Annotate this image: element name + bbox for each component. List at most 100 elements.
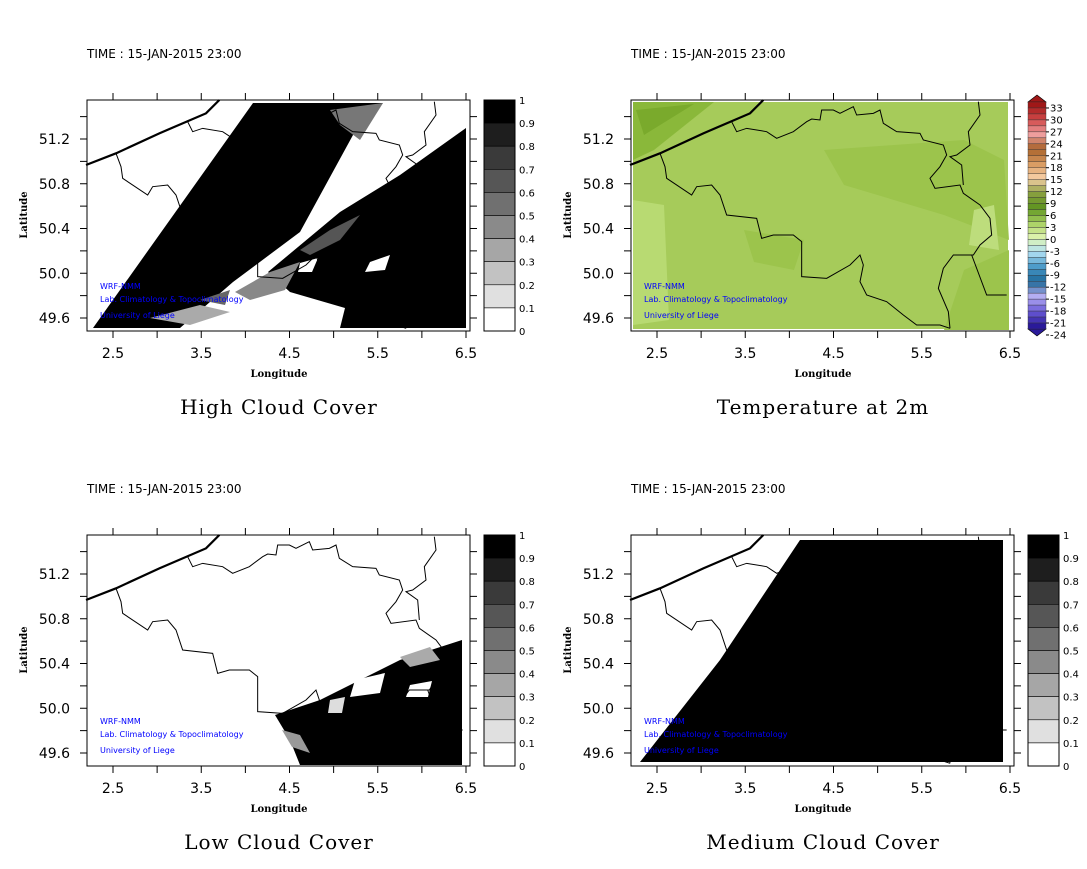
country-border <box>660 588 950 763</box>
cloud-region <box>298 258 318 272</box>
time-label: TIME : 15-JAN-2015 23:00 <box>630 482 786 496</box>
colorbar-label: 0.4 <box>519 670 535 681</box>
credit-text: University of Liege <box>100 311 175 320</box>
colorbar-frame <box>483 534 516 767</box>
colorbar-bin <box>483 604 516 628</box>
map-borders <box>630 100 1007 328</box>
colorbar-bin <box>1027 627 1060 651</box>
colorbar-bin <box>1027 143 1047 150</box>
colorbar-label: 0.3 <box>519 693 535 704</box>
colorbar-label: 18 <box>1050 163 1063 174</box>
y-tick-label: 51.2 <box>583 567 614 583</box>
plot-frame <box>630 534 1015 767</box>
credit-text: Lab. Climatology & Topoclimatology <box>644 295 788 304</box>
country-border <box>188 107 448 329</box>
country-border <box>950 102 980 185</box>
y-tick-label: 49.6 <box>583 746 614 762</box>
panel-title: High Cloud Cover <box>180 395 378 419</box>
coastline <box>86 535 219 600</box>
temperature-contour <box>744 230 804 270</box>
y-tick-label: 50.4 <box>583 222 614 238</box>
x-tick-label: 3.5 <box>190 781 212 797</box>
colorbar-bin <box>1027 197 1047 204</box>
country-border <box>732 107 992 329</box>
colorbar-bin <box>1027 304 1047 312</box>
colorbar-bin <box>1027 696 1060 721</box>
colorbar-frame <box>483 99 516 332</box>
cloud-region <box>365 255 390 272</box>
plot-frame <box>86 534 471 767</box>
country-border <box>950 537 980 620</box>
credit-text: University of Liege <box>644 311 719 320</box>
y-axis-label: Latitude <box>563 191 574 238</box>
cloud-region <box>93 103 383 328</box>
x-tick-label: 2.5 <box>646 781 668 797</box>
colorbar-label: -9 <box>1050 271 1060 282</box>
colorbar-bin <box>1027 125 1047 133</box>
colorbar-bin <box>1027 245 1047 252</box>
country-border <box>116 588 406 763</box>
time-label: TIME : 15-JAN-2015 23:00 <box>630 47 786 61</box>
colorbar-bin <box>1027 322 1047 330</box>
colorbar-bin <box>1027 557 1060 582</box>
x-tick-label: 4.5 <box>822 346 844 362</box>
x-tick-label: 6.5 <box>999 781 1021 797</box>
plot-frame <box>630 99 1015 332</box>
x-tick-label: 6.5 <box>455 781 477 797</box>
colorbar-min-triangle <box>1027 328 1047 337</box>
colorbar-label: 0.2 <box>519 281 535 292</box>
colorbar-bin <box>483 169 516 193</box>
colorbar-label: -3 <box>1050 247 1060 258</box>
time-label: TIME : 15-JAN-2015 23:00 <box>86 482 242 496</box>
colorbar-label: 0.5 <box>519 212 535 223</box>
colorbar-label: 1 <box>519 531 525 542</box>
colorbar-label: -15 <box>1050 295 1066 306</box>
credit-text: University of Liege <box>644 746 719 755</box>
colorbar-frame <box>1027 534 1060 767</box>
country-border <box>188 542 448 764</box>
map-panel-medium-cloud: TIME : 15-JAN-2015 23:00 WRF-NMM Lab. Clim… <box>563 482 1079 854</box>
colorbar-label: 0.2 <box>519 716 535 727</box>
colorbar-label: 0.5 <box>519 647 535 658</box>
colorbar-bin <box>1027 113 1047 121</box>
y-tick-label: 49.6 <box>583 311 614 327</box>
country-border <box>406 102 436 185</box>
colorbar: 1 0.9 0.8 0.7 0.6 0.5 0.4 0.3 0.2 0.1 0 <box>483 531 535 773</box>
colorbar-bin <box>483 307 516 332</box>
colorbar-bin <box>483 719 516 744</box>
colorbar-bin <box>1027 107 1047 115</box>
colorbar: 33302724211815129630-3-6-9-12-15-18-21-2… <box>1027 94 1066 341</box>
colorbar-bin <box>1027 149 1047 156</box>
colorbar-label: 0.9 <box>519 554 535 565</box>
x-tick-label: 4.5 <box>278 346 300 362</box>
coastline <box>86 100 219 165</box>
colorbar-label: 6 <box>1050 211 1056 222</box>
credit-text: Lab. Climatology & Topoclimatology <box>100 295 244 304</box>
colorbar-bin <box>1027 239 1047 246</box>
colorbar-bin <box>1027 137 1047 145</box>
credit-text: WRF-NMM <box>100 717 141 726</box>
colorbar-label: 12 <box>1050 187 1063 198</box>
cloud-region <box>150 305 230 325</box>
colorbar-bin <box>1027 221 1047 228</box>
colorbar-bin <box>1027 310 1047 318</box>
colorbar-label: 0.4 <box>1063 670 1079 681</box>
credit-text: Lab. Climatology & Topoclimatology <box>100 730 244 739</box>
x-axis-label: Longitude <box>794 369 851 380</box>
colorbar-max-triangle <box>1027 94 1047 103</box>
colorbar-bin <box>1027 673 1060 698</box>
x-tick-label: 4.5 <box>822 781 844 797</box>
colorbar-label: 9 <box>1050 199 1056 210</box>
colorbar: 1 0.9 0.8 0.7 0.6 0.5 0.4 0.3 0.2 0.1 0 <box>483 96 535 338</box>
map-panel-low-cloud: TIME : 15-JAN-2015 23:00 WRF-NMM Lab. Clim… <box>19 482 535 854</box>
y-tick-label: 50.8 <box>583 612 614 628</box>
credit-text: WRF-NMM <box>644 717 685 726</box>
coastline <box>630 535 763 600</box>
colorbar-label: 0.1 <box>519 304 535 315</box>
colorbar-label: 0.1 <box>519 739 535 750</box>
x-tick-label: 2.5 <box>102 346 124 362</box>
colorbar-label: 0 <box>519 762 525 773</box>
colorbar-bin <box>1027 209 1047 216</box>
colorbar-label: 0.8 <box>519 142 535 153</box>
colorbar-bin <box>1027 650 1060 674</box>
